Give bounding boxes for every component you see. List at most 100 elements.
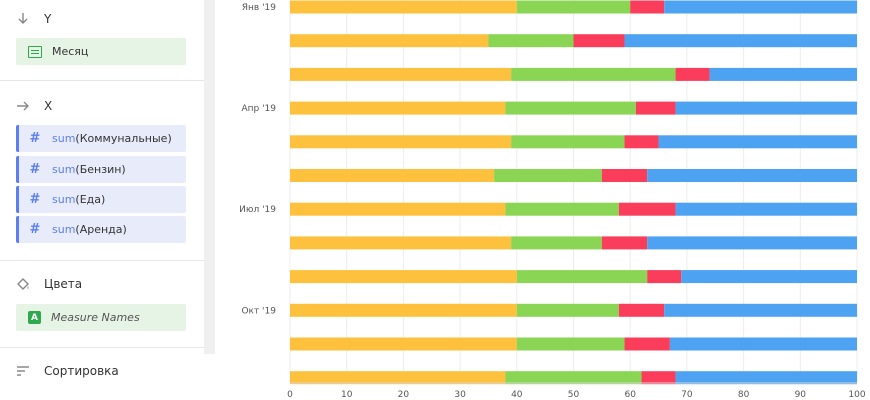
divider xyxy=(0,80,204,81)
bar-segment xyxy=(624,135,659,149)
bar-segment xyxy=(709,67,857,81)
x-tick-label: 50 xyxy=(568,390,580,400)
measure-chip-rent[interactable]: # sum(Аренда) xyxy=(16,216,186,243)
y-section-title: Y xyxy=(16,9,51,29)
bar-segment xyxy=(511,135,625,149)
bar-segment xyxy=(290,337,517,351)
chip-label: sum(Бензин) xyxy=(52,163,126,176)
y-section-label: Y xyxy=(44,12,52,26)
bar-segment xyxy=(290,202,506,216)
bar-segment xyxy=(669,337,857,351)
x-tick-label: 20 xyxy=(398,390,410,400)
bar-segment xyxy=(516,337,625,351)
color-chip-measure-names[interactable]: A Measure Names xyxy=(16,304,186,331)
bar-segment xyxy=(664,0,857,14)
bar-segment xyxy=(635,101,676,115)
bar-segment xyxy=(675,67,710,81)
bar-segment xyxy=(290,34,489,48)
bar-segment xyxy=(601,236,648,250)
bar-segment xyxy=(290,303,517,317)
bar-segment xyxy=(647,236,857,250)
bar-segment xyxy=(290,101,506,115)
bar-segment xyxy=(681,270,857,284)
calendar-icon xyxy=(28,45,42,58)
chip-label: Месяц xyxy=(52,45,89,58)
panel-scrollbar[interactable] xyxy=(204,0,215,354)
x-tick-label: 70 xyxy=(681,390,693,400)
x-tick-label: 100 xyxy=(848,390,865,400)
stacked-bar-chart: Янв '19 Апр '19 Июл '19 Окт '19 0 10 20 30 40 50 6… xyxy=(239,0,866,400)
divider xyxy=(0,347,204,348)
x-section-title: X xyxy=(16,96,52,116)
y-tick-label: Янв '19 xyxy=(242,3,277,13)
sort-section-title: Сортировка xyxy=(16,361,119,381)
text-field-icon: A xyxy=(28,311,41,324)
bar-segment xyxy=(641,371,676,385)
bar-segment xyxy=(290,67,512,81)
bar-segment xyxy=(290,236,512,250)
y-tick-label: Июл '19 xyxy=(239,205,276,215)
number-icon: # xyxy=(29,192,41,207)
bar-segment xyxy=(675,202,857,216)
bar-segment xyxy=(516,270,648,284)
x-tick-label: 60 xyxy=(624,390,636,400)
field-panel: Y Месяц X # sum(Коммунальные) # sum(Бенз… xyxy=(0,0,204,400)
bar-segment xyxy=(494,169,602,182)
chip-field: (Бензин) xyxy=(75,163,126,176)
x-tick-label: 90 xyxy=(795,390,807,400)
bar-segment xyxy=(290,169,495,182)
colors-section-title: Цвета xyxy=(16,274,82,294)
bar-segment xyxy=(647,169,857,182)
bar-segment xyxy=(624,337,670,351)
y-tick-label: Окт '19 xyxy=(241,306,276,316)
chip-field: (Еда) xyxy=(75,193,106,206)
chip-label: sum(Еда) xyxy=(52,193,105,206)
number-icon: # xyxy=(29,131,41,146)
x-tick-label: 80 xyxy=(738,390,750,400)
chip-label: sum(Коммунальные) xyxy=(52,132,172,145)
bar-segment xyxy=(511,236,602,250)
chip-label: sum(Аренда) xyxy=(52,223,127,236)
x-tick-label: 30 xyxy=(454,390,466,400)
number-icon: # xyxy=(29,222,41,237)
bar-segment xyxy=(505,202,619,216)
chip-fn: sum xyxy=(52,163,76,176)
arrow-right-icon xyxy=(17,101,29,111)
sort-section-label: Сортировка xyxy=(44,364,119,378)
chip-field: (Коммунальные) xyxy=(75,132,172,145)
chip-field: (Аренда) xyxy=(75,223,127,236)
bar-segment xyxy=(505,101,636,115)
x-tick-label: 0 xyxy=(287,390,293,400)
bar-segment xyxy=(618,303,665,317)
bar-segment xyxy=(675,101,857,115)
bar-segment xyxy=(630,0,665,14)
number-icon: # xyxy=(29,162,41,177)
chip-fn: sum xyxy=(52,132,76,145)
sort-icon xyxy=(17,366,29,376)
x-tick-label: 10 xyxy=(341,390,353,400)
bar-segment xyxy=(290,270,517,284)
bar-segment xyxy=(658,135,857,149)
chip-label: Measure Names xyxy=(51,311,140,324)
x-tick-label: 40 xyxy=(511,390,523,400)
dimension-chip-month[interactable]: Месяц xyxy=(16,38,186,65)
bar-segment xyxy=(290,371,506,385)
bar-segment xyxy=(516,303,619,317)
measure-chip-gasoline[interactable]: # sum(Бензин) xyxy=(16,156,186,183)
y-tick-label: Апр '19 xyxy=(241,104,276,114)
colors-section-label: Цвета xyxy=(44,277,83,291)
chip-fn: sum xyxy=(52,193,76,206)
divider xyxy=(0,260,204,261)
measure-chip-food[interactable]: # sum(Еда) xyxy=(16,186,186,213)
bar-segment xyxy=(647,270,682,284)
bar-segment xyxy=(488,34,574,48)
bar-segment xyxy=(618,202,676,216)
chart-area: Янв '19 Апр '19 Июл '19 Окт '19 0 10 20 30 40 50 6… xyxy=(215,0,870,400)
bar-segment xyxy=(511,67,676,81)
measure-chip-utilities[interactable]: # sum(Коммунальные) xyxy=(16,125,186,152)
bar-segment xyxy=(516,0,631,14)
bar-segment xyxy=(573,34,625,48)
bar-segment xyxy=(505,371,642,385)
bar-segment xyxy=(624,34,857,48)
